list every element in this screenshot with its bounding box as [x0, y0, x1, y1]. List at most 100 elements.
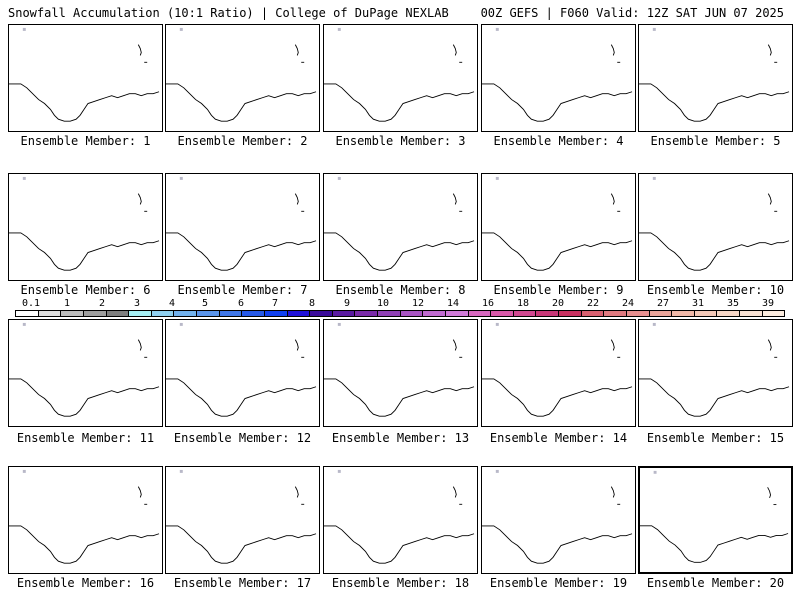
ensemble-member-panel[interactable] — [638, 466, 793, 574]
colorbar-swatch — [672, 311, 695, 316]
island-outline — [294, 486, 299, 498]
ensemble-member-panel[interactable] — [323, 319, 478, 427]
ensemble-member-panel[interactable] — [8, 24, 163, 132]
island-outline — [452, 339, 457, 351]
ensemble-member-panel[interactable] — [481, 24, 636, 132]
ensemble-member-panel[interactable] — [638, 319, 793, 427]
island-outline — [137, 193, 142, 205]
colorbar-swatch — [106, 311, 130, 316]
island-outline — [610, 193, 615, 205]
island-outline — [137, 339, 142, 351]
colorbar-tick-label: 31 — [691, 298, 705, 309]
colorbar-swatch — [197, 311, 220, 316]
coastline-map — [640, 470, 789, 563]
coastline-map — [9, 469, 160, 564]
gulf-coastline — [482, 232, 633, 271]
snowfall-speck — [179, 176, 183, 180]
colorbar-swatch — [264, 311, 288, 316]
island-outline — [452, 44, 457, 56]
colorbar-swatch — [174, 311, 197, 316]
colorbar-swatch — [626, 311, 650, 316]
snowfall-speck — [22, 176, 26, 180]
coastline-map — [9, 27, 160, 122]
ensemble-member-label: Ensemble Member: 11 — [16, 431, 155, 445]
colorbar-tick-label: 10 — [376, 298, 390, 309]
ensemble-member-panel[interactable] — [165, 173, 320, 281]
ensemble-member-panel[interactable] — [323, 173, 478, 281]
ensemble-member-label: Ensemble Member: 2 — [177, 134, 308, 148]
island-outline — [294, 339, 299, 351]
colorbar-tick-label: 39 — [761, 298, 775, 309]
ensemble-member-panel[interactable] — [481, 466, 636, 574]
gulf-coastline — [482, 378, 633, 417]
snowfall-speck — [495, 322, 499, 326]
ensemble-member-panel[interactable] — [323, 466, 478, 574]
ensemble-member-panel[interactable] — [323, 24, 478, 132]
coastline-map — [324, 27, 475, 122]
gulf-coastline — [482, 525, 633, 564]
colorbar-tick-label: 35 — [726, 298, 740, 309]
colorbar-swatch — [513, 311, 537, 316]
colorbar-swatch — [468, 311, 492, 316]
snowfall-speck — [652, 27, 656, 31]
colorbar-tick-label: 12 — [411, 298, 425, 309]
colorbar-swatch — [423, 311, 446, 316]
snowfall-speck — [337, 176, 341, 180]
ensemble-member-panel[interactable] — [8, 319, 163, 427]
colorbar-tick-label: 9 — [343, 298, 351, 309]
colorbar-tick-label: 0.1 — [21, 298, 41, 309]
colorbar-tick-label: 16 — [481, 298, 495, 309]
colorbar-swatch — [604, 311, 627, 316]
ensemble-member-label: Ensemble Member: 14 — [489, 431, 628, 445]
ensemble-member-panel[interactable] — [165, 24, 320, 132]
coastline-map — [639, 27, 790, 122]
coastline-map — [9, 322, 160, 417]
ensemble-member-panel[interactable] — [8, 466, 163, 574]
ensemble-member-panel[interactable] — [638, 173, 793, 281]
gulf-coastline — [166, 83, 317, 122]
colorbar-tick-label: 3 — [133, 298, 141, 309]
colorbar-swatch — [310, 311, 333, 316]
colorbar-tick-label: 2 — [98, 298, 106, 309]
colorbar-swatch — [61, 311, 84, 316]
ensemble-member-label: Ensemble Member: 10 — [646, 283, 785, 297]
colorbar-tick-label: 24 — [621, 298, 635, 309]
colorbar-swatch — [378, 311, 401, 316]
colorbar-swatch — [129, 311, 152, 316]
coastline-map — [482, 322, 633, 417]
ensemble-member-panel[interactable] — [165, 319, 320, 427]
ensemble-member-label: Ensemble Member: 1 — [20, 134, 151, 148]
coastline-map — [482, 27, 633, 122]
ensemble-member-panel[interactable] — [481, 173, 636, 281]
island-outline — [610, 44, 615, 56]
gulf-coastline — [9, 83, 160, 122]
colorbar-swatch — [581, 311, 605, 316]
ensemble-member-label: Ensemble Member: 6 — [20, 283, 151, 297]
gulf-coastline — [166, 525, 317, 564]
ensemble-member-panel[interactable] — [8, 173, 163, 281]
colorbar-swatch — [332, 311, 356, 316]
coastline-map — [639, 322, 790, 417]
snowfall-speck — [495, 27, 499, 31]
island-outline — [137, 486, 142, 498]
gulf-coastline — [324, 378, 475, 417]
colorbar-tick-label: 8 — [308, 298, 316, 309]
coastline-map — [482, 176, 633, 271]
colorbar-swatch — [16, 311, 39, 316]
colorbar-swatch — [740, 311, 763, 316]
colorbar-tick-label: 1 — [63, 298, 71, 309]
snowfall-speck — [337, 27, 341, 31]
colorbar-tick-label: 22 — [586, 298, 600, 309]
ensemble-member-label: Ensemble Member: 3 — [335, 134, 466, 148]
ensemble-member-panel[interactable] — [481, 319, 636, 427]
gulf-coastline — [324, 232, 475, 271]
ensemble-member-label: Ensemble Member: 19 — [489, 576, 628, 590]
island-outline — [610, 339, 615, 351]
colorbar-swatch — [83, 311, 107, 316]
ensemble-member-panel[interactable] — [638, 24, 793, 132]
gulf-coastline — [482, 83, 633, 122]
gulf-coastline — [640, 525, 789, 563]
colorbar-tick-label: 7 — [271, 298, 279, 309]
island-outline — [610, 486, 615, 498]
ensemble-member-panel[interactable] — [165, 466, 320, 574]
